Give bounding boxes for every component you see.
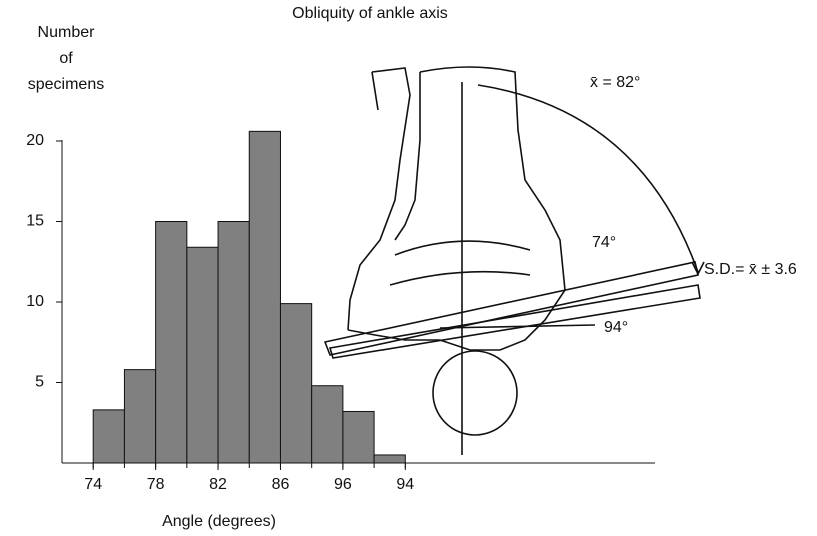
annotation: S.D.= x̄ ± 3.6 <box>704 261 797 278</box>
chart-title: Obliquity of ankle axis <box>292 5 448 22</box>
bar <box>155 221 188 464</box>
bar <box>279 303 313 464</box>
x-tick-label: 86 <box>272 476 290 493</box>
y-axis-label: Number <box>38 24 96 41</box>
bar <box>342 410 375 464</box>
bar <box>373 454 406 464</box>
ankle-illustration <box>323 66 705 455</box>
annotation: 74° <box>592 234 616 251</box>
bar <box>123 369 157 464</box>
x-tick-label: 82 <box>209 476 227 493</box>
x-tick-label: 78 <box>147 476 165 493</box>
y-tick-label: 15 <box>26 213 44 230</box>
bar <box>186 246 219 464</box>
bar <box>248 130 281 464</box>
x-tick-label: 94 <box>396 476 414 493</box>
y-tick-label: 5 <box>35 374 44 391</box>
y-axis-label: specimens <box>28 76 104 93</box>
y-tick-label: 20 <box>26 132 44 149</box>
y-axis-label: of <box>59 50 73 67</box>
y-tick-label: 10 <box>26 293 44 310</box>
x-axis-label: Angle (degrees) <box>162 513 276 530</box>
bar <box>217 221 250 464</box>
annotation: 94° <box>604 319 628 336</box>
bar <box>311 385 344 464</box>
x-tick-label: 96 <box>334 476 352 493</box>
x-tick-label: 74 <box>84 476 102 493</box>
bar <box>92 409 125 464</box>
annotation: x̄ = 82° <box>590 74 640 91</box>
